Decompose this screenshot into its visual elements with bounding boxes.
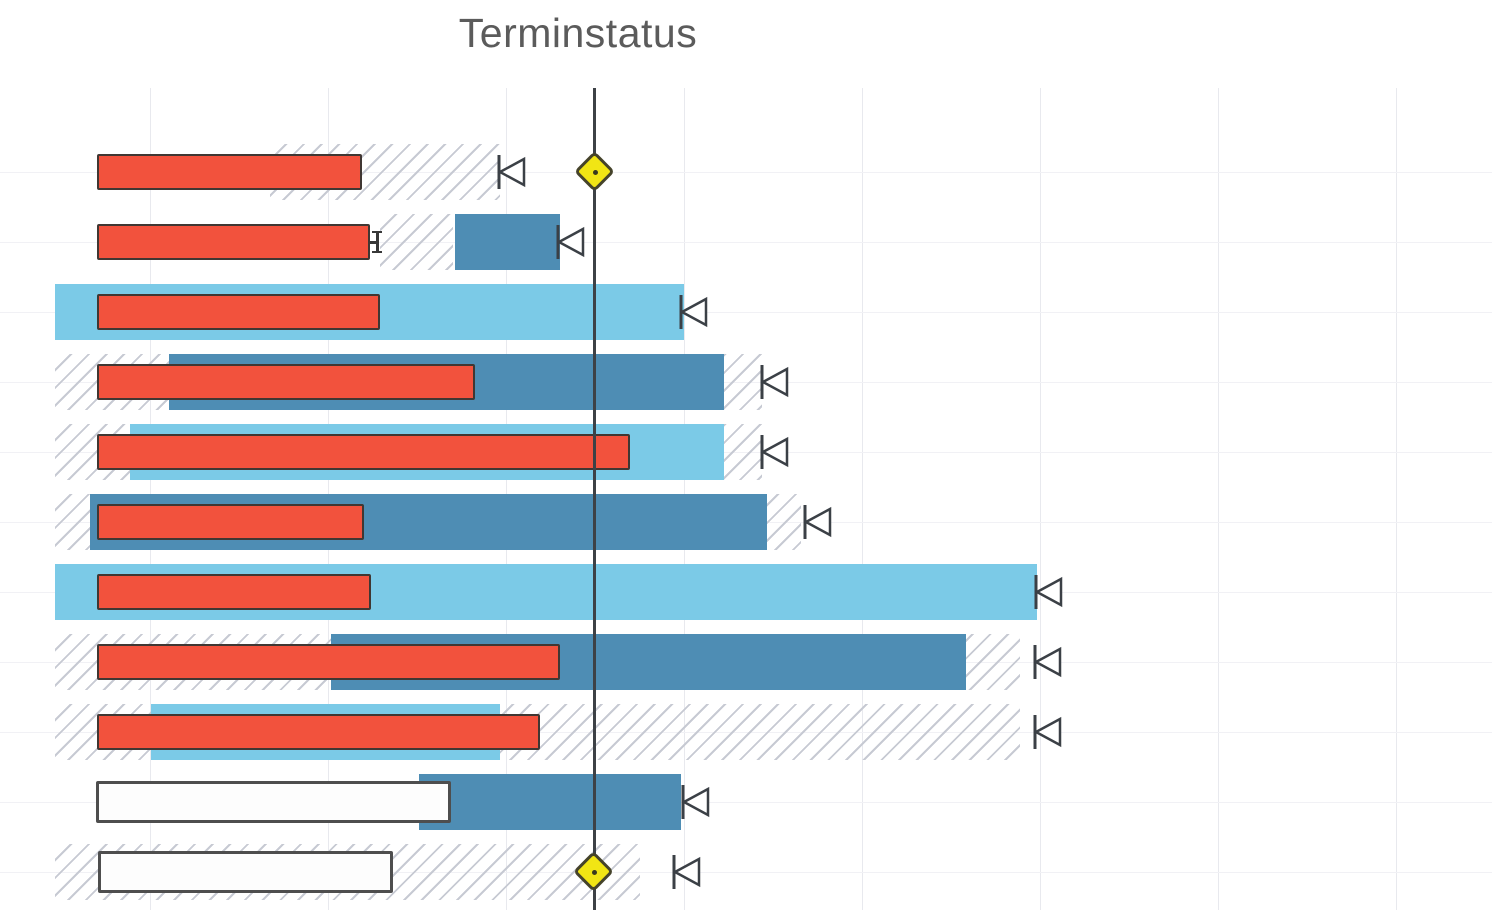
actual-bar-red[interactable] xyxy=(97,434,630,470)
grid-line-vertical xyxy=(1040,88,1041,910)
today-line xyxy=(593,88,596,910)
open-bar-white[interactable] xyxy=(98,851,393,893)
milestone-flag-icon[interactable] xyxy=(681,783,711,821)
end-tick-icon xyxy=(376,232,379,252)
actual-bar-red[interactable] xyxy=(97,294,380,330)
actual-bar-red[interactable] xyxy=(97,574,371,610)
milestone-flag-icon[interactable] xyxy=(679,293,709,331)
today-diamond-icon[interactable] xyxy=(573,150,617,194)
milestone-flag-icon[interactable] xyxy=(760,433,790,471)
end-tick-cap-top xyxy=(372,231,382,233)
grid-line-horizontal xyxy=(0,311,1492,313)
grid-line-horizontal xyxy=(0,171,1492,173)
grid-line-horizontal xyxy=(0,871,1492,873)
today-diamond-icon[interactable] xyxy=(572,850,616,894)
grid-line-horizontal xyxy=(0,801,1492,803)
milestone-flag-icon[interactable] xyxy=(1034,573,1064,611)
plan-bar-steel-blue[interactable] xyxy=(455,214,560,270)
actual-bar-red[interactable] xyxy=(97,714,540,750)
open-bar-white[interactable] xyxy=(96,781,451,823)
actual-bar-red[interactable] xyxy=(97,644,560,680)
milestone-flag-icon[interactable] xyxy=(1033,713,1063,751)
today-diamond-dot xyxy=(591,869,597,875)
chart-title: Terminstatus xyxy=(458,10,698,56)
actual-bar-red[interactable] xyxy=(97,504,364,540)
milestone-flag-icon[interactable] xyxy=(760,363,790,401)
milestone-flag-icon[interactable] xyxy=(1033,643,1063,681)
milestone-flag-icon[interactable] xyxy=(556,223,586,261)
baseline-hatch-bar xyxy=(380,214,453,270)
actual-bar-red[interactable] xyxy=(97,224,370,260)
actual-bar-red[interactable] xyxy=(97,154,362,190)
end-tick-cap-bottom xyxy=(372,251,382,253)
grid-line-vertical xyxy=(862,88,863,910)
grid-line-vertical xyxy=(1396,88,1397,910)
end-tick-connector xyxy=(370,241,379,244)
today-diamond-dot xyxy=(592,169,598,175)
milestone-flag-icon[interactable] xyxy=(672,853,702,891)
milestone-flag-icon[interactable] xyxy=(497,153,527,191)
grid-line-horizontal xyxy=(0,241,1492,243)
grid-line-vertical xyxy=(1218,88,1219,910)
plan-bar-steel-blue[interactable] xyxy=(419,774,681,830)
actual-bar-red[interactable] xyxy=(97,364,475,400)
milestone-flag-icon[interactable] xyxy=(803,503,833,541)
